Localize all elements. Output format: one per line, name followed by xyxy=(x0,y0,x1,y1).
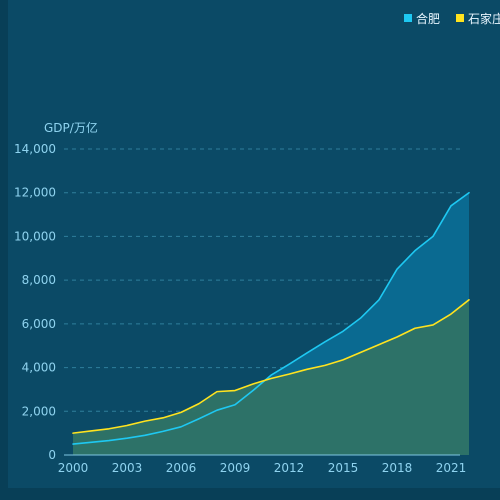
y-tick-label: 2,000 xyxy=(22,404,56,418)
legend: 合肥 石家庄 xyxy=(404,11,500,26)
series-areas xyxy=(73,192,469,455)
y-tick-label: 8,000 xyxy=(22,273,56,287)
y-tick-label: 10,000 xyxy=(14,229,56,243)
x-tick-label: 2000 xyxy=(58,461,89,475)
y-tick-label: 0 xyxy=(48,448,56,462)
x-tick-label: 2015 xyxy=(328,461,359,475)
x-tick-labels: 2000 2003 2006 2009 2012 2015 2018 2021 xyxy=(58,461,467,475)
series-line-shijiazhuang[interactable] xyxy=(72,299,470,434)
y-tick-label: 12,000 xyxy=(14,186,56,200)
legend-swatch-hefei xyxy=(404,14,412,22)
x-tick-label: 2012 xyxy=(274,461,305,475)
y-tick-label: 4,000 xyxy=(22,361,56,375)
x-tick-label: 2018 xyxy=(382,461,413,475)
legend-label-shijiazhuang[interactable]: 石家庄 xyxy=(468,11,500,26)
legend-label-hefei[interactable]: 合肥 xyxy=(416,11,440,26)
series-line-hefei[interactable] xyxy=(72,191,470,445)
x-tick-label: 2009 xyxy=(220,461,251,475)
series-area-shijiazhuang xyxy=(73,299,469,455)
series-lines xyxy=(72,191,470,445)
x-tick-label: 2006 xyxy=(166,461,197,475)
y-axis-label: GDP/万亿 xyxy=(44,120,98,135)
left-border xyxy=(0,0,8,500)
y-tick-labels: 0 2,000 4,000 6,000 8,000 10,000 12,000 14,000 xyxy=(14,142,56,462)
x-tick-label: 2003 xyxy=(112,461,143,475)
y-tick-label: 6,000 xyxy=(22,317,56,331)
legend-swatch-shijiazhuang xyxy=(456,14,464,22)
bottom-border xyxy=(0,488,500,500)
y-tick-label: 14,000 xyxy=(14,142,56,156)
x-tick-label: 2021 xyxy=(436,461,467,475)
